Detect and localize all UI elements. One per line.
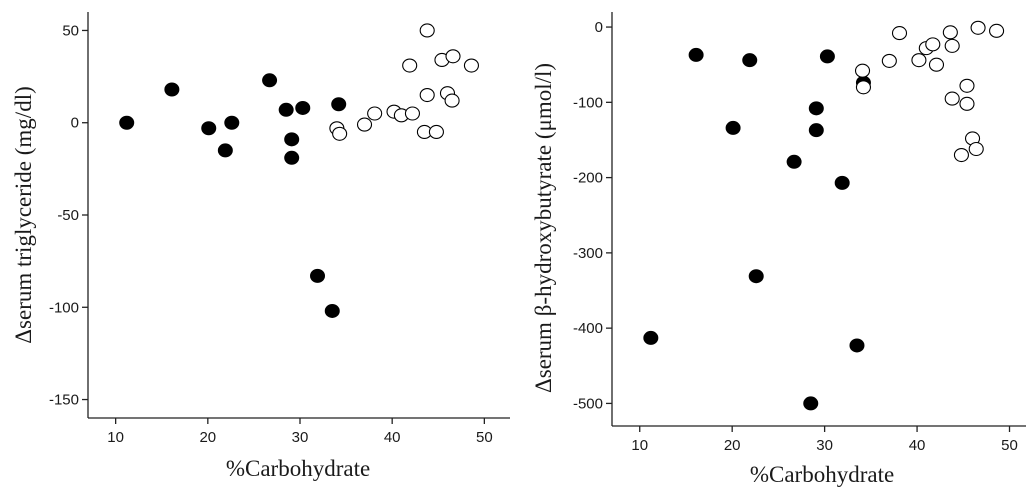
right-filled-point bbox=[748, 269, 764, 284]
right-y-tick-label: -400 bbox=[573, 320, 603, 337]
left-x-tick-label: 40 bbox=[384, 429, 401, 446]
left-filled-point bbox=[331, 97, 347, 112]
left-y-tick-label: -100 bbox=[49, 299, 79, 316]
left-filled-point bbox=[262, 73, 278, 88]
left-open-point bbox=[463, 58, 479, 73]
left-y-axis-title: Δserum triglyceride (mg/dl) bbox=[11, 86, 36, 344]
right-open-point bbox=[911, 53, 927, 68]
right-open-point bbox=[855, 80, 871, 95]
right-points bbox=[643, 20, 1005, 411]
left-filled-point bbox=[278, 102, 294, 117]
right-filled-point bbox=[849, 338, 865, 353]
left-filled-point bbox=[284, 132, 300, 147]
right-y-tick-label: 0 bbox=[595, 19, 603, 36]
right-x-tick-label: 10 bbox=[631, 437, 648, 454]
right-y-tick-label: -300 bbox=[573, 245, 603, 262]
right-y-axis: 0 -100 -200 -300 -400 -500 bbox=[573, 12, 613, 426]
right-x-tick-label: 50 bbox=[1001, 437, 1018, 454]
right-filled-point bbox=[834, 175, 850, 190]
right-x-axis-title: %Carbohydrate bbox=[750, 462, 894, 487]
right-open-point bbox=[942, 25, 958, 40]
right-filled-point bbox=[803, 396, 819, 411]
left-open-point bbox=[367, 106, 383, 121]
left-open-point bbox=[402, 58, 418, 73]
left-x-axis-title: %Carbohydrate bbox=[226, 456, 370, 481]
left-filled-point bbox=[324, 303, 340, 318]
left-open-point bbox=[356, 117, 373, 132]
left-y-tick-label: 0 bbox=[71, 115, 79, 132]
right-open-point bbox=[944, 38, 960, 53]
left-open-point bbox=[419, 87, 435, 103]
left-open-point bbox=[332, 126, 348, 141]
left-open-point bbox=[428, 124, 444, 140]
left-panel: 500-50-100-150 10 20 30 40 50 %Carbohydrate … bbox=[11, 12, 510, 481]
right-open-point bbox=[928, 57, 945, 72]
left-filled-point bbox=[164, 82, 180, 97]
right-x-axis: 10 20 30 40 50 bbox=[612, 425, 1026, 454]
right-filled-point bbox=[808, 123, 824, 138]
right-open-point bbox=[970, 20, 986, 35]
right-y-axis-title: Δserum β-hydroxybutyrate (μmol/l) bbox=[531, 63, 556, 393]
left-y-tick-label: -50 bbox=[57, 207, 79, 224]
right-x-tick-label: 20 bbox=[724, 437, 741, 454]
left-y-axis: 50 0 -50 -100 -150 bbox=[49, 12, 89, 418]
left-points bbox=[119, 23, 479, 318]
right-open-point bbox=[881, 53, 897, 68]
right-open-point bbox=[891, 26, 908, 41]
right-open-point bbox=[925, 37, 941, 52]
right-open-point bbox=[944, 91, 960, 106]
left-x-tick-label: 10 bbox=[107, 429, 124, 446]
left-filled-point bbox=[284, 150, 300, 165]
right-open-point bbox=[854, 63, 871, 78]
right-filled-point bbox=[643, 330, 659, 345]
left-x-axis: 10 20 30 40 50 bbox=[88, 417, 510, 446]
right-open-point bbox=[968, 141, 984, 157]
left-filled-point bbox=[310, 268, 326, 283]
left-x-tick-label: 30 bbox=[292, 429, 309, 446]
right-open-point bbox=[959, 78, 975, 93]
left-filled-point bbox=[224, 115, 240, 130]
right-filled-point bbox=[688, 47, 704, 62]
left-filled-point bbox=[119, 115, 135, 130]
right-open-point bbox=[959, 96, 975, 111]
left-filled-point bbox=[201, 121, 217, 136]
left-filled-point bbox=[217, 143, 233, 158]
left-y-tick-label: -150 bbox=[49, 392, 79, 409]
left-x-tick-label: 50 bbox=[476, 429, 493, 446]
right-y-tick-label: -500 bbox=[573, 395, 603, 412]
left-y-tick-label: 50 bbox=[62, 22, 79, 39]
right-y-tick-label: -200 bbox=[573, 170, 603, 187]
right-x-tick-label: 30 bbox=[816, 437, 833, 454]
right-x-tick-label: 40 bbox=[909, 437, 926, 454]
left-open-point bbox=[419, 23, 435, 38]
left-open-point bbox=[404, 106, 421, 121]
left-filled-point bbox=[295, 100, 311, 115]
left-open-point bbox=[445, 49, 461, 64]
right-filled-point bbox=[742, 53, 758, 68]
left-open-point bbox=[444, 93, 460, 108]
left-x-tick-label: 20 bbox=[199, 429, 216, 446]
right-y-tick-label: -100 bbox=[573, 94, 603, 111]
right-filled-point bbox=[819, 49, 835, 64]
right-open-point bbox=[953, 147, 969, 163]
right-filled-point bbox=[725, 120, 741, 135]
right-filled-point bbox=[786, 154, 802, 169]
right-open-point bbox=[989, 23, 1005, 38]
right-filled-point bbox=[808, 101, 824, 116]
right-panel: 0 -100 -200 -300 -400 -500 10 20 30 40 50 %Carboh… bbox=[531, 12, 1026, 487]
